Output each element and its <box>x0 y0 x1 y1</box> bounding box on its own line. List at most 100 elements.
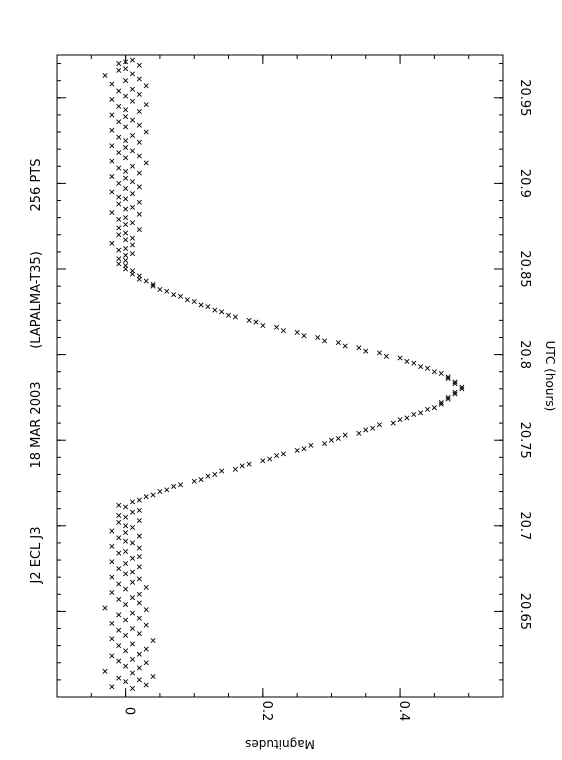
data-point <box>123 175 129 181</box>
data-point <box>129 220 135 226</box>
data-point <box>431 369 437 375</box>
data-point <box>390 420 396 426</box>
x-tick-label: 20.65 <box>517 593 532 630</box>
data-point <box>109 127 115 133</box>
data-point <box>129 626 135 632</box>
data-point <box>129 251 135 257</box>
data-point <box>123 648 129 654</box>
data-point <box>109 112 115 118</box>
data-point <box>123 663 129 669</box>
data-point <box>109 528 115 534</box>
data-point <box>136 591 142 597</box>
data-point <box>123 59 129 65</box>
data-point <box>246 461 252 467</box>
data-point <box>123 78 129 84</box>
x-tick-label: 20.7 <box>517 511 532 540</box>
data-point <box>150 281 156 287</box>
data-point <box>116 566 122 572</box>
data-point <box>102 605 108 611</box>
data-point <box>102 73 108 79</box>
data-point <box>452 381 458 387</box>
data-point <box>123 206 129 212</box>
data-point <box>129 540 135 546</box>
data-point <box>123 155 129 161</box>
data-point <box>232 314 238 320</box>
data-point <box>438 370 444 376</box>
data-point <box>136 227 142 233</box>
data-point <box>150 673 156 679</box>
data-point <box>116 165 122 171</box>
data-point <box>301 333 307 339</box>
data-point <box>123 586 129 592</box>
data-point <box>315 334 321 340</box>
data-point <box>452 389 458 395</box>
x-tick-label: 20.95 <box>517 79 532 116</box>
points-group <box>102 57 465 691</box>
data-point <box>260 458 266 464</box>
data-point <box>129 235 135 241</box>
data-point <box>294 329 300 335</box>
data-point <box>123 252 129 258</box>
data-point <box>116 201 122 207</box>
data-point <box>136 122 142 128</box>
data-point <box>129 163 135 169</box>
data-point <box>150 283 156 289</box>
data-point <box>116 88 122 94</box>
data-point <box>116 256 122 262</box>
data-point <box>129 610 135 616</box>
data-point <box>157 489 163 495</box>
data-point <box>280 451 286 457</box>
data-point <box>116 150 122 156</box>
data-point <box>157 287 163 293</box>
data-point <box>136 545 142 551</box>
data-point <box>136 600 142 606</box>
data-point <box>129 499 135 505</box>
data-point <box>123 560 129 566</box>
data-point <box>136 615 142 621</box>
data-point <box>136 564 142 570</box>
data-point <box>136 665 142 671</box>
data-point <box>198 477 204 483</box>
data-point <box>136 631 142 637</box>
data-point <box>136 91 142 97</box>
data-point <box>123 538 129 544</box>
data-point <box>129 595 135 601</box>
data-point <box>116 216 122 222</box>
data-point <box>370 425 376 431</box>
y-tick-label: 0.4 <box>396 701 411 722</box>
data-point <box>109 636 115 642</box>
data-point <box>129 670 135 676</box>
data-point <box>452 379 458 385</box>
data-point <box>129 242 135 248</box>
data-point <box>177 293 184 299</box>
data-point <box>363 348 369 354</box>
data-point <box>267 456 273 462</box>
data-point <box>116 513 122 519</box>
data-point <box>136 108 142 115</box>
data-point <box>116 134 122 140</box>
data-point <box>123 257 129 263</box>
data-point <box>136 139 142 145</box>
data-point <box>129 555 135 561</box>
data-point <box>143 160 149 166</box>
data-point <box>123 237 129 243</box>
data-point <box>129 641 135 647</box>
data-point <box>109 81 115 87</box>
y-tick-label: 0 <box>122 707 137 715</box>
data-point <box>116 675 122 681</box>
data-point <box>445 374 451 380</box>
data-point <box>150 492 156 498</box>
data-point <box>260 322 266 329</box>
data-point <box>198 302 204 308</box>
data-point <box>129 656 135 662</box>
data-point <box>116 581 122 587</box>
data-point <box>136 184 142 190</box>
x-tick-label: 20.75 <box>517 422 532 459</box>
data-point <box>129 86 135 92</box>
data-point <box>376 422 383 428</box>
data-point <box>143 129 149 135</box>
data-point <box>116 225 122 231</box>
data-point <box>425 365 431 371</box>
data-point <box>438 400 444 406</box>
